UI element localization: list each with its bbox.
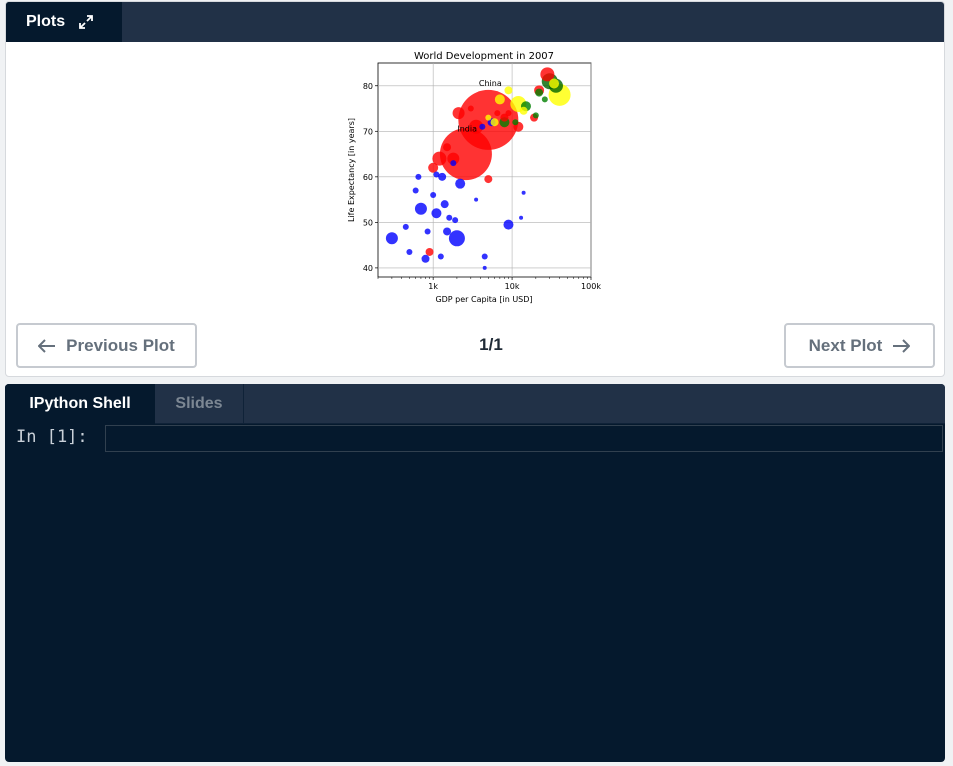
- data-point: [414, 202, 427, 215]
- y-tick-label: 80: [363, 82, 373, 91]
- chart-annotations: India China: [457, 79, 501, 134]
- data-point: [433, 171, 440, 178]
- x-tick-label: 1k: [428, 282, 438, 291]
- y-tick-label: 50: [363, 218, 373, 227]
- data-point: [490, 118, 499, 127]
- chart-title: World Development in 2007: [414, 51, 554, 62]
- data-point: [428, 162, 439, 173]
- data-point: [443, 227, 452, 236]
- data-point: [448, 230, 465, 247]
- data-point: [494, 94, 505, 105]
- data-point: [505, 110, 512, 117]
- y-tick-label: 70: [363, 127, 373, 136]
- data-point: [424, 228, 431, 235]
- x-tick-label: 100k: [581, 282, 601, 291]
- data-point: [438, 172, 447, 181]
- data-point: [500, 113, 509, 122]
- data-point: [455, 178, 466, 189]
- data-point: [440, 200, 449, 209]
- data-point: [519, 106, 528, 115]
- expand-icon[interactable]: [78, 14, 94, 30]
- data-point: [467, 105, 474, 112]
- chart-points: [385, 67, 571, 270]
- data-point: [541, 96, 548, 103]
- plots-header: Plots: [6, 2, 944, 42]
- data-point: [446, 214, 453, 221]
- y-tick-label: 40: [363, 264, 373, 273]
- plots-tab-label: Plots: [26, 13, 66, 30]
- data-point: [479, 123, 486, 130]
- shell-tabs: IPython Shell Slides: [5, 384, 945, 424]
- x-tick-label: 10k: [505, 282, 520, 291]
- data-point: [425, 247, 434, 256]
- previous-plot-label: Previous Plot: [66, 335, 175, 355]
- data-point: [540, 67, 555, 82]
- data-point: [535, 88, 544, 97]
- chart-xlabel: GDP per Capita [in USD]: [435, 295, 532, 304]
- data-point: [484, 175, 493, 184]
- data-point: [521, 190, 526, 195]
- data-point: [421, 254, 430, 263]
- data-point: [432, 151, 447, 166]
- data-point: [450, 160, 457, 167]
- data-point: [443, 143, 452, 152]
- shell-panel: IPython Shell Slides In [1]:: [5, 384, 945, 762]
- data-point: [512, 119, 519, 126]
- chart-ylabel: Life Expectancy [in years]: [347, 118, 356, 222]
- chart-grid: [378, 63, 592, 277]
- data-point: [485, 114, 492, 121]
- data-point: [431, 208, 442, 219]
- data-point: [452, 217, 459, 224]
- plots-tab[interactable]: Plots: [6, 2, 122, 42]
- shell-prompt: In [1]:: [16, 427, 88, 447]
- data-point: [430, 192, 437, 199]
- data-point: [504, 86, 513, 95]
- data-point: [439, 128, 492, 181]
- data-point: [532, 112, 539, 119]
- data-point: [494, 110, 501, 117]
- data-point: [503, 219, 514, 230]
- next-plot-label: Next Plot: [808, 335, 883, 355]
- tab-ipython-shell[interactable]: IPython Shell: [5, 384, 155, 424]
- arrow-right-icon: [893, 338, 911, 353]
- shell-input[interactable]: [105, 425, 943, 452]
- data-point: [549, 78, 560, 89]
- data-point: [412, 187, 419, 194]
- tab-slides[interactable]: Slides: [155, 384, 244, 424]
- data-point: [415, 173, 422, 180]
- data-point: [447, 152, 460, 165]
- plots-panel: Plots World Development in 2007 1k 10k 100…: [5, 1, 945, 377]
- previous-plot-button[interactable]: Previous Plot: [16, 323, 197, 368]
- data-point: [469, 119, 484, 134]
- data-point: [452, 107, 465, 120]
- data-point: [481, 253, 488, 260]
- data-point: [406, 248, 413, 255]
- annotation-label: India: [457, 124, 477, 133]
- arrow-left-icon: [38, 338, 56, 353]
- data-point: [402, 223, 409, 230]
- data-point: [474, 197, 479, 202]
- scatter-chart: World Development in 2007 1k 10k 100k 40 50 6…: [347, 51, 602, 304]
- y-tick-label: 60: [363, 173, 373, 182]
- next-plot-button[interactable]: Next Plot: [784, 323, 935, 368]
- annotation-label: China: [479, 79, 502, 88]
- plot-counter: 1/1: [479, 335, 503, 354]
- chart-ticks: 1k 10k 100k 40 50 60 70 80: [363, 82, 602, 291]
- data-point: [385, 232, 398, 245]
- data-point: [437, 253, 444, 260]
- data-point: [482, 265, 487, 270]
- data-point: [519, 215, 524, 220]
